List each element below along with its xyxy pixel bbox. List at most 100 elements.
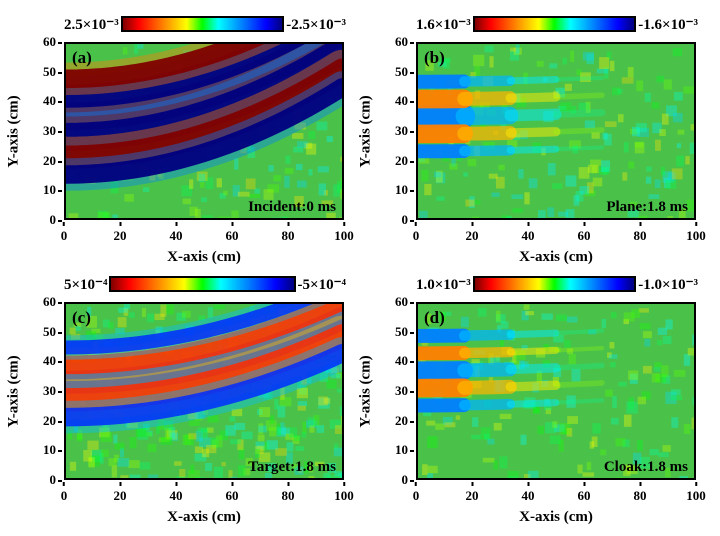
panel-tag: (b): [424, 48, 445, 68]
y-tick: 30: [24, 123, 56, 139]
x-tick: 0: [61, 228, 68, 244]
y-tick: 50: [24, 324, 56, 340]
y-tick: 20: [376, 413, 408, 429]
x-tick: 0: [413, 488, 420, 504]
x-axis-label: X-axis (cm): [64, 509, 344, 526]
x-ticks: 020406080100: [64, 486, 344, 504]
colorbar-min-label: -2.5×10⁻³: [284, 15, 346, 34]
plot-area-b: (b) Plane:1.8 ms: [416, 42, 696, 220]
x-ticks: 020406080100: [416, 486, 696, 504]
plot-canvas: (d) Cloak:1.8 ms: [418, 304, 694, 478]
y-axis-label: Y-axis (cm): [4, 42, 24, 220]
x-tick: 80: [282, 228, 295, 244]
x-tick: 20: [466, 488, 479, 504]
panel-tag: (d): [424, 308, 445, 328]
x-tick: 100: [334, 228, 354, 244]
y-axis-label-text: Y-axis (cm): [358, 355, 375, 427]
y-axis-label: Y-axis (cm): [4, 302, 24, 480]
colorbar-d: 1.0×10⁻³ -1.0×10⁻³: [416, 270, 698, 298]
y-tick: 50: [24, 64, 56, 80]
x-tick: 100: [686, 228, 706, 244]
colorbar-gradient: [109, 276, 295, 292]
panel-tag: (a): [72, 48, 92, 68]
x-tick: 40: [522, 488, 535, 504]
panel-c: 5×10⁻⁴ -5×10⁻⁴ Y-axis (cm) 0 10 20 30 40 50 60 (c)…: [4, 268, 356, 528]
x-tick: 80: [282, 488, 295, 504]
y-tick: 60: [24, 34, 56, 50]
colorbar-min-label: -5×10⁻⁴: [296, 275, 346, 294]
x-ticks: 020406080100: [416, 226, 696, 244]
plot-area-a: (a) Incident:0 ms: [64, 42, 344, 220]
panel-b: 1.6×10⁻³ -1.6×10⁻³ Y-axis (cm) 0 10 20 30 40 50 6…: [356, 8, 708, 268]
y-tick: 20: [24, 413, 56, 429]
colorbar-max-label: 1.6×10⁻³: [416, 15, 473, 34]
panel-label: Cloak:1.8 ms: [604, 459, 688, 476]
x-tick: 80: [634, 488, 647, 504]
x-axis-label: X-axis (cm): [416, 249, 696, 266]
colorbar-max-label: 2.5×10⁻³: [64, 15, 121, 34]
y-axis-label: Y-axis (cm): [356, 302, 376, 480]
panel-tag: (c): [72, 308, 91, 328]
x-tick: 60: [226, 488, 239, 504]
y-ticks: 0102030405060: [376, 42, 412, 220]
x-ticks: 020406080100: [64, 226, 344, 244]
y-tick: 60: [24, 294, 56, 310]
y-tick: 30: [24, 383, 56, 399]
colorbar-max-label: 1.0×10⁻³: [416, 275, 473, 294]
x-tick: 40: [522, 228, 535, 244]
y-tick: 50: [376, 324, 408, 340]
x-tick: 0: [61, 488, 68, 504]
y-tick: 40: [24, 93, 56, 109]
colorbar-a: 2.5×10⁻³ -2.5×10⁻³: [64, 10, 346, 38]
y-tick: 20: [376, 153, 408, 169]
y-tick: 10: [376, 182, 408, 198]
y-tick: 0: [376, 472, 408, 488]
x-tick: 40: [170, 488, 183, 504]
x-tick: 60: [578, 488, 591, 504]
x-tick: 0: [413, 228, 420, 244]
y-tick: 60: [376, 294, 408, 310]
panel-label: Incident:0 ms: [248, 199, 336, 216]
y-axis-label-text: Y-axis (cm): [6, 355, 23, 427]
plot-canvas: (c)Target:1.8 ms: [66, 304, 342, 478]
colorbar-gradient: [473, 16, 637, 32]
colorbar-min-label: -1.6×10⁻³: [636, 15, 698, 34]
y-tick: 30: [376, 123, 408, 139]
plot-canvas: (a) Incident:0 ms: [66, 44, 342, 218]
colorbar-max-label: 5×10⁻⁴: [64, 275, 109, 294]
x-tick: 80: [634, 228, 647, 244]
y-tick: 30: [376, 383, 408, 399]
y-axis-label-text: Y-axis (cm): [6, 95, 23, 167]
x-tick: 60: [226, 228, 239, 244]
y-tick: 0: [376, 212, 408, 228]
y-tick: 10: [24, 182, 56, 198]
y-tick: 20: [24, 153, 56, 169]
x-tick: 100: [686, 488, 706, 504]
colorbar-min-label: -1.0×10⁻³: [636, 275, 698, 294]
y-tick: 50: [376, 64, 408, 80]
x-axis-label: X-axis (cm): [416, 509, 696, 526]
y-tick: 40: [24, 353, 56, 369]
colorbar-gradient: [473, 276, 637, 292]
x-tick: 20: [466, 228, 479, 244]
colorbar-b: 1.6×10⁻³ -1.6×10⁻³: [416, 10, 698, 38]
x-tick: 60: [578, 228, 591, 244]
y-tick: 40: [376, 353, 408, 369]
y-tick: 10: [376, 442, 408, 458]
y-axis-label-text: Y-axis (cm): [358, 95, 375, 167]
y-ticks: 0102030405060: [376, 302, 412, 480]
panel-label: Plane:1.8 ms: [606, 199, 688, 216]
panel-a: 2.5×10⁻³ -2.5×10⁻³ Y-axis (cm) 0 10 20 30 40 50 6…: [4, 8, 356, 268]
x-tick: 100: [334, 488, 354, 504]
y-tick: 10: [24, 442, 56, 458]
y-axis-label: Y-axis (cm): [356, 42, 376, 220]
y-tick: 60: [376, 34, 408, 50]
y-tick: 0: [24, 212, 56, 228]
y-ticks: 0102030405060: [24, 302, 60, 480]
y-tick: 0: [24, 472, 56, 488]
y-tick: 40: [376, 93, 408, 109]
x-tick: 20: [114, 488, 127, 504]
y-ticks: 0102030405060: [24, 42, 60, 220]
plot-area-c: (c)Target:1.8 ms: [64, 302, 344, 480]
colorbar-c: 5×10⁻⁴ -5×10⁻⁴: [64, 270, 346, 298]
